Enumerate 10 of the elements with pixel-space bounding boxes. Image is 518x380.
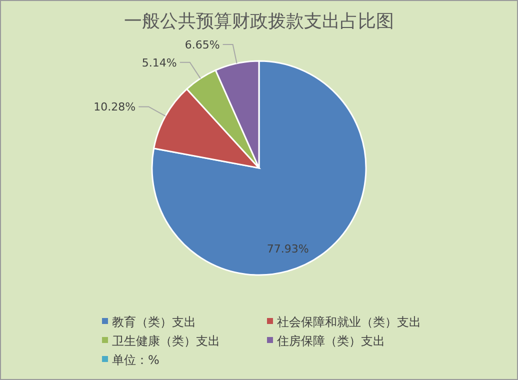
data-label: 6.65% [184,38,220,52]
chart-title: 一般公共预算财政拨款支出占比图 [124,11,394,32]
legend-label: 社会保障和就业（类）支出 [277,315,421,329]
data-label: 10.28% [94,100,136,114]
data-label: 77.93% [266,242,309,256]
legend-label: 单位：% [112,353,160,367]
legend-label: 住房保障（类）支出 [276,334,385,348]
legend-label: 教育（类）支出 [112,315,196,329]
data-label: 5.14% [142,56,177,70]
legend-label: 卫生健康（类）支出 [112,334,220,348]
